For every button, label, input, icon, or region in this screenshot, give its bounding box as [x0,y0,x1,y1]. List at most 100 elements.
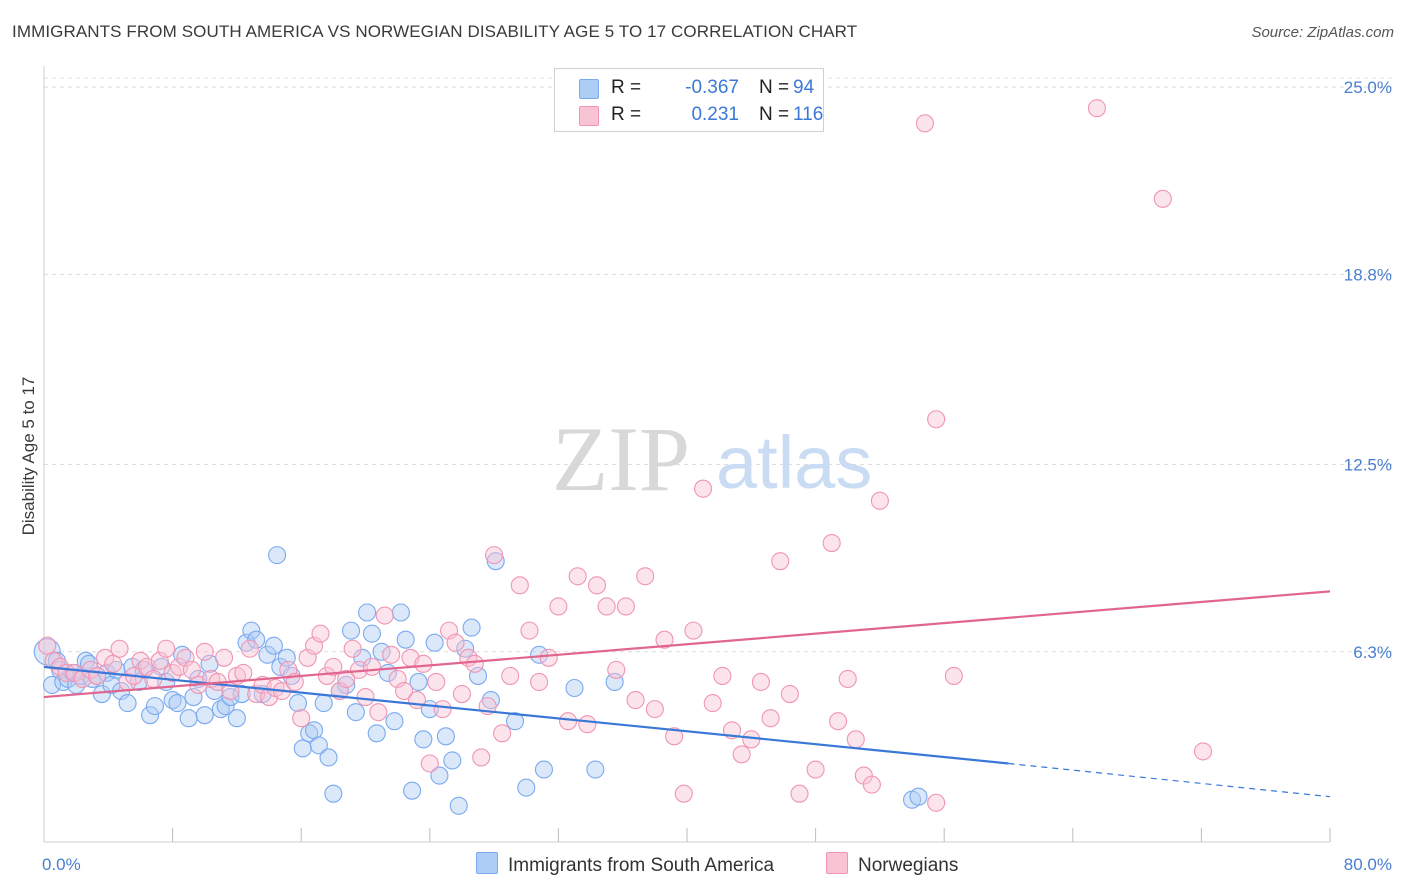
legend-r-label: R = [611,104,642,125]
point-norwegians [110,639,129,658]
axes [43,66,1331,843]
point-norwegians [927,410,946,429]
point-immigrants [163,691,182,710]
grid-lines [44,77,1394,653]
point-norwegians [234,663,253,682]
point-norwegians [87,666,107,685]
point-norwegians [104,654,123,673]
point-immigrants [232,684,251,704]
legend-swatch-pink [579,106,599,126]
point-norwegians [626,691,645,710]
point-norwegians [485,546,504,565]
point-norwegians [780,684,799,704]
point-norwegians [822,534,841,553]
point-norwegians [240,639,259,658]
point-norwegians [375,606,394,625]
point-norwegians [38,636,57,655]
point-immigrants [211,700,230,719]
point-immigrants [425,633,444,652]
point-immigrants [449,796,468,815]
point-immigrants [305,721,324,740]
point-norwegians [520,621,539,640]
point-norwegians [420,754,439,773]
y-tick-label: 18.8% [1344,265,1392,284]
point-norwegians [343,639,362,658]
point-norwegians [790,784,809,803]
point-immigrants [409,672,428,692]
point-norwegians [862,775,881,794]
correlation-legend: R = -0.367 N = 94 R = 0.231 N = 116 [554,68,824,132]
point-immigrants [436,727,455,746]
point-norwegians [846,730,865,749]
point-immigrants [565,678,584,698]
point-norwegians [944,666,963,685]
y-tick-label: 25.0% [1344,78,1392,97]
point-norwegians [324,657,343,676]
point-immigrants [314,694,333,713]
legend-n-value: 116 [793,104,824,125]
point-immigrants [173,645,192,664]
point-immigrants [385,712,404,731]
point-immigrants [268,546,287,565]
point-norwegians [493,724,512,743]
point-norwegians [407,691,426,710]
point-immigrants [505,712,525,731]
point-norwegians [369,703,388,722]
point-immigrants [118,694,137,713]
legend-label: Immigrants from South America [508,855,775,876]
x-tick-label: 80.0% [1344,855,1392,874]
point-immigrants [293,739,312,758]
point-norwegians [214,648,234,667]
legend-r-label: R = [611,77,642,98]
point-immigrants [42,675,62,695]
point-immigrants [319,748,338,767]
point-immigrants [184,688,203,707]
point-norwegians [356,688,375,707]
point-norwegians [761,709,780,728]
point-norwegians [616,597,635,616]
point-immigrants [221,688,240,707]
point-norwegians [1153,189,1172,208]
point-immigrants [372,642,391,661]
point-norwegians [732,745,751,764]
point-norwegians [1193,742,1213,761]
point-norwegians [337,669,356,688]
point-norwegians [665,727,684,746]
point-immigrants [462,618,481,637]
point-norwegians [195,642,214,661]
trend-line-norwegians [43,590,1331,699]
point-immigrants [909,787,928,806]
point-norwegians [452,684,472,704]
point-immigrants [362,624,381,643]
point-norwegians [446,633,465,652]
point-norwegians [1087,99,1106,118]
y-tick-label: 6.3% [1353,643,1392,662]
point-norwegians [636,567,655,586]
legend-item-immigrants: Immigrants from South America [476,852,774,877]
point-immigrants [391,603,410,622]
point-norwegians [549,597,568,616]
point-norwegians [501,666,520,685]
point-immigrants [586,760,605,779]
point-norwegians [414,654,433,673]
point-norwegians [157,639,176,658]
point-norwegians [694,479,713,498]
legend-r-value: 0.231 [691,104,739,125]
point-norwegians [597,597,616,616]
legend-r-value: -0.367 [685,77,739,98]
point-norwegians [674,784,693,803]
point-norwegians [539,648,558,667]
point-immigrants [76,651,95,670]
point-norwegians [530,672,549,692]
point-norwegians [317,666,336,685]
point-norwegians [433,700,452,719]
point-immigrants [309,736,328,755]
point-norwegians [382,645,401,664]
watermark-atlas: atlas [716,421,872,504]
point-immigrants [300,724,319,743]
legend-n-value: 94 [793,77,815,98]
point-immigrants [358,603,377,622]
point-norwegians [607,660,626,679]
legend-swatch-blue [579,79,599,99]
trend-lines [43,590,1331,798]
